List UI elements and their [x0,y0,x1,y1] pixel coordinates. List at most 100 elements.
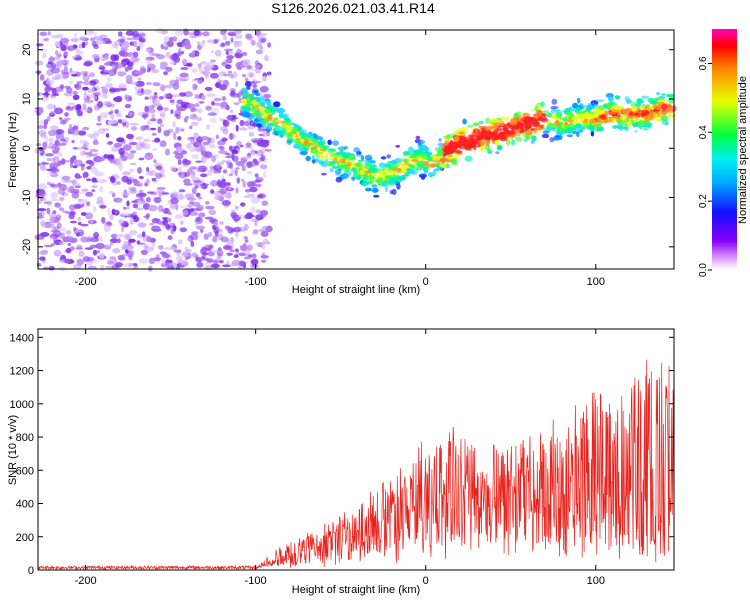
spectrogram-noise-cell [258,228,267,233]
spectrogram-noise-cell [106,40,113,44]
spectrogram-noise-cell [191,121,199,126]
spectrogram-noise-cell [157,186,164,194]
spectrogram-noise-cell [210,101,216,106]
spectrogram-ridge-cell [541,101,545,108]
spectrogram-noise-cell [229,132,233,140]
spectrogram-noise-cell [69,220,77,224]
spectrogram-ridge-cell [418,173,427,179]
spectrogram-noise-cell [157,110,167,114]
spectrogram-noise-cell [137,222,147,228]
spectrogram-noise-cell [227,226,234,234]
spectrogram-noise-cell [229,146,233,151]
spectrogram-noise-cell [235,187,239,194]
spectrogram-noise-cell [62,119,68,123]
spectrogram-noise-cell [124,233,129,240]
spectrogram-noise-cell [163,93,171,99]
spectrogram-ridge-cell [550,108,556,114]
spectrogram-noise-cell [171,165,176,173]
spectrogram-noise-cell [241,51,248,56]
spectrogram-noise-cell [227,31,237,36]
spectrogram-ridge-cell [251,114,255,120]
spectrogram-noise-cell [238,260,245,267]
spectrogram-noise-cell [114,40,121,46]
spectrogram-noise-cell [113,142,123,148]
spectrogram-noise-cell [64,112,69,117]
spectrogram-noise-cell [162,219,168,226]
spectrogram-noise-cell [216,161,225,166]
spectrogram-noise-cell [200,61,207,65]
spectrogram-noise-cell [58,241,65,245]
spectrogram-ridge-cell [576,131,580,138]
spectrogram-noise-cell [234,34,243,40]
spectrogram-noise-cell [91,185,98,189]
spectrogram-noise-cell [66,105,70,109]
spectrogram-noise-cell [219,84,227,91]
spectrogram-noise-cell [179,220,184,226]
spectrogram-noise-cell [165,51,171,59]
spectrogram-noise-cell [117,254,126,261]
spectrogram-noise-cell [103,154,110,159]
spectrogram-noise-cell [163,217,172,223]
spectrogram-ridge-cell [566,119,575,123]
spectrogram-noise-cell [198,100,205,104]
spectrogram-noise-cell [65,186,75,193]
spectrogram-ridge-cell [637,117,645,120]
spectrogram-noise-cell [137,77,142,81]
spectrogram-noise-cell [88,153,97,157]
spectrogram-noise-cell [39,74,45,81]
spectrogram-noise-cell [202,141,210,146]
spectrogram-noise-cell [263,171,267,179]
spectrogram-noise-cell [157,105,164,111]
spectrogram-noise-cell [117,238,121,244]
spectrogram-noise-cell [201,94,206,101]
spectrogram-ridge-cell [263,113,268,119]
spectrogram-ridge-cell [277,129,281,135]
spectrogram-ridge-cell [572,120,579,124]
spectrogram-ridge-cell [511,139,516,146]
spectrogram-noise-cell [103,225,111,233]
spectrogram-noise-cell [205,205,215,210]
spectrogram-noise-cell [54,146,60,153]
spectrogram-noise-cell [254,179,262,183]
spectrogram-noise-cell [243,236,249,240]
spectrogram-ridge-cell [596,117,602,123]
spectrogram-ridge-cell [492,118,500,123]
spectrogram-noise-cell [142,231,146,238]
spectrogram-noise-cell [163,71,168,76]
spectrogram-noise-cell [43,244,53,248]
spectrogram-noise-cell [200,136,210,141]
spectrogram-xtick-label: 0 [423,276,429,288]
spectrogram-noise-cell [69,123,72,129]
spectrogram-noise-cell [46,181,52,186]
spectrogram-noise-cell [240,202,246,207]
spectrogram-noise-cell [66,230,72,235]
spectrogram-noise-cell [100,86,107,90]
spectrogram-noise-cell [254,220,258,227]
spectrogram-noise-cell [136,207,144,211]
spectrogram-ridge-cell [400,158,407,162]
spectrogram-ridge-cell [299,138,305,143]
spectrogram-ridge-cell [665,106,672,111]
spectrogram-noise-cell [85,29,94,35]
spectrogram-ridge-cell [304,139,311,146]
spectrogram-noise-cell [133,263,138,267]
spectrogram-ridge-cell [495,151,500,155]
spectrogram-noise-cell [225,58,233,64]
spectrogram-ridge-cell [550,106,559,110]
spectrogram-noise-cell [75,184,82,189]
spectrogram-noise-cell [213,39,219,44]
spectrogram-noise-cell [64,160,71,163]
spectrogram-noise-cell [77,221,82,226]
spectrogram-ridge-cell [396,183,401,190]
spectrogram-noise-cell [179,205,189,208]
spectrogram-noise-cell [208,209,217,216]
spectrogram-noise-cell [80,163,86,167]
spectrogram-noise-cell [45,222,55,229]
spectrogram-noise-cell [181,50,185,55]
spectrogram-noise-cell [124,66,129,72]
spectrogram-noise-cell [73,33,78,38]
spectrogram-noise-cell [147,170,157,176]
spectrogram-noise-cell [154,137,161,143]
spectrogram-ridge-cell [311,155,315,159]
spectrogram-noise-cell [202,70,211,76]
